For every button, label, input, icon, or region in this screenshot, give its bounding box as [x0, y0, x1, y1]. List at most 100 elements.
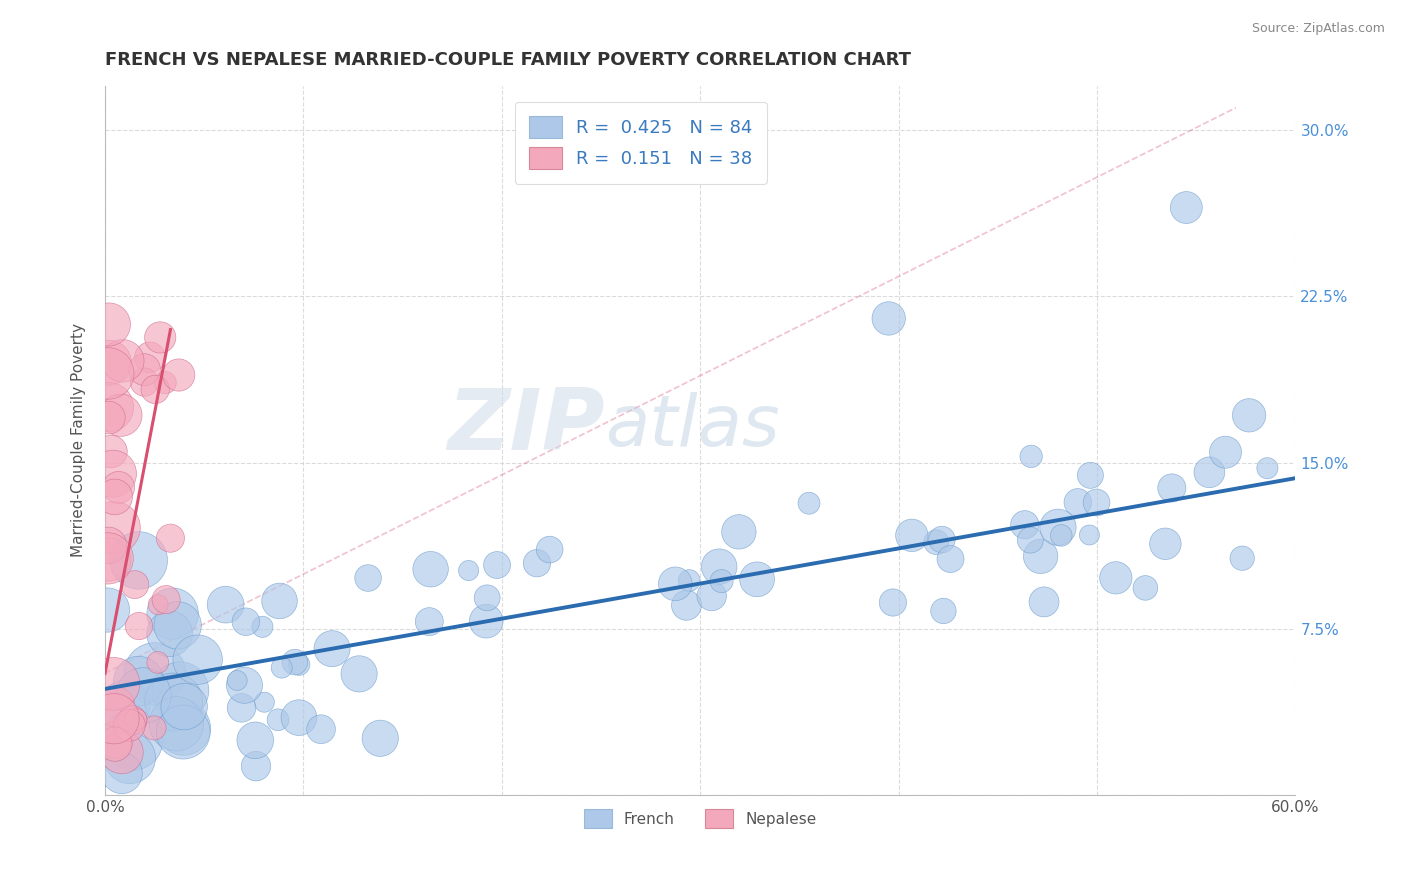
Point [111, 354, 134, 368]
Point [231, 701, 253, 715]
Point [678, 574, 700, 588]
Point [457, 564, 479, 578]
Point [143, 721, 166, 735]
Point [159, 531, 181, 545]
Point [111, 745, 134, 759]
Point [707, 559, 730, 574]
Point [149, 330, 172, 344]
Point [107, 480, 129, 494]
Point [538, 542, 561, 557]
Point [1033, 595, 1056, 609]
Legend: French, Nepalese: French, Nepalese [578, 803, 823, 834]
Point [1029, 549, 1052, 564]
Point [162, 695, 184, 709]
Point [172, 725, 194, 739]
Point [700, 589, 723, 603]
Point [103, 521, 125, 535]
Point [1080, 468, 1102, 483]
Point [245, 733, 267, 747]
Point [159, 627, 181, 641]
Point [143, 666, 166, 681]
Point [664, 577, 686, 591]
Point [132, 689, 155, 703]
Point [1230, 551, 1253, 566]
Point [882, 595, 904, 609]
Point [235, 615, 257, 629]
Point [167, 368, 190, 382]
Point [925, 535, 948, 549]
Text: atlas: atlas [605, 392, 779, 461]
Point [418, 615, 440, 629]
Point [252, 620, 274, 634]
Point [104, 699, 127, 714]
Point [173, 699, 195, 714]
Point [288, 711, 311, 725]
Point [97, 410, 120, 425]
Point [728, 524, 751, 539]
Point [169, 683, 191, 698]
Point [226, 673, 249, 688]
Point [309, 723, 332, 737]
Point [187, 653, 209, 667]
Point [96, 603, 118, 617]
Point [214, 598, 236, 612]
Point [97, 356, 120, 370]
Point [114, 698, 136, 713]
Point [1198, 465, 1220, 479]
Point [419, 562, 441, 576]
Point [101, 467, 124, 481]
Point [128, 674, 150, 689]
Point [146, 656, 169, 670]
Point [143, 383, 166, 397]
Text: ZIP: ZIP [447, 384, 605, 467]
Point [939, 552, 962, 566]
Point [128, 619, 150, 633]
Point [526, 556, 548, 570]
Point [134, 375, 156, 389]
Point [284, 655, 307, 669]
Point [1160, 481, 1182, 495]
Point [98, 318, 121, 332]
Point [357, 571, 380, 585]
Point [1050, 528, 1073, 542]
Point [486, 558, 509, 572]
Point [321, 641, 343, 656]
Point [1067, 495, 1090, 509]
Point [368, 731, 391, 746]
Point [111, 766, 134, 780]
Point [104, 490, 127, 504]
Point [1046, 520, 1069, 534]
Text: Source: ZipAtlas.com: Source: ZipAtlas.com [1251, 22, 1385, 36]
Text: FRENCH VS NEPALESE MARRIED-COUPLE FAMILY POVERTY CORRELATION CHART: FRENCH VS NEPALESE MARRIED-COUPLE FAMILY… [105, 51, 911, 69]
Point [1215, 445, 1237, 459]
Point [797, 496, 820, 510]
Point [1085, 495, 1108, 509]
Point [121, 733, 143, 747]
Point [475, 614, 498, 628]
Point [745, 572, 768, 586]
Point [475, 591, 498, 605]
Point [253, 695, 276, 709]
Point [100, 444, 122, 458]
Point [233, 678, 256, 692]
Point [877, 311, 900, 326]
Point [118, 718, 141, 732]
Point [110, 409, 132, 423]
Point [270, 660, 292, 674]
Point [97, 538, 120, 552]
Point [103, 712, 125, 726]
Point [97, 367, 120, 381]
Point [1256, 461, 1278, 475]
Point [98, 552, 121, 566]
Point [1175, 201, 1198, 215]
Point [121, 714, 143, 728]
Point [173, 721, 195, 735]
Point [675, 599, 697, 613]
Point [245, 759, 267, 773]
Point [267, 713, 290, 727]
Point [901, 528, 924, 542]
Point [165, 716, 187, 731]
Point [1237, 409, 1260, 423]
Point [97, 551, 120, 566]
Point [103, 677, 125, 691]
